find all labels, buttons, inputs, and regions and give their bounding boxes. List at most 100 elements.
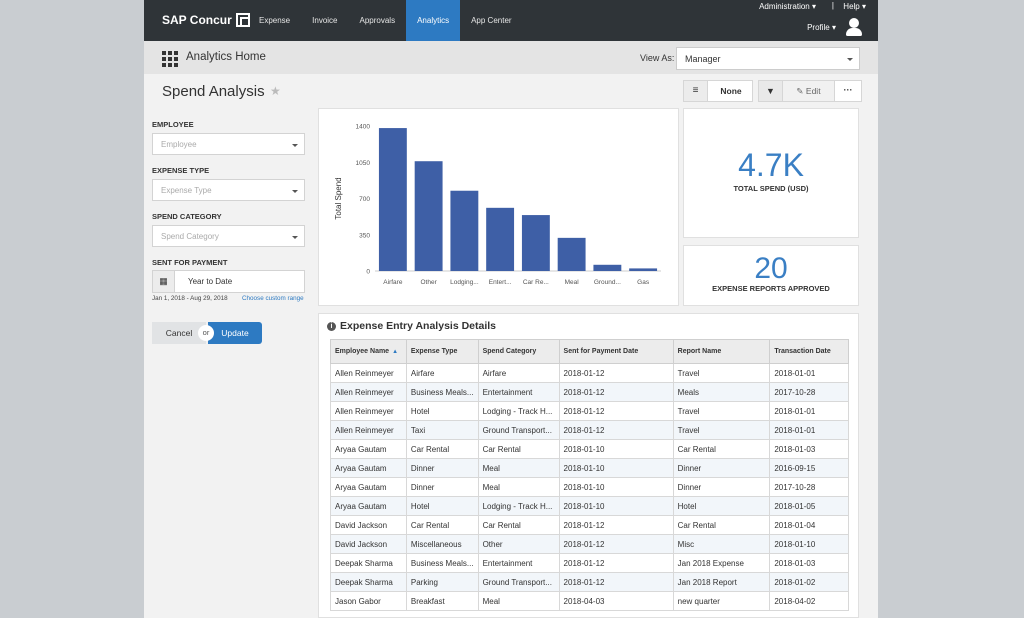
table-title: i Expense Entry Analysis Details (327, 320, 496, 332)
date-range-value: Year to Date (188, 277, 233, 286)
table-row[interactable]: Aryaa Gautam Dinner Meal 2018-01-10 Dinner 20… (330, 477, 849, 497)
nav-tabs: Expense Invoice Approvals Analytics App … (248, 0, 523, 41)
expense-type-placeholder: Expense Type (161, 186, 212, 195)
table-cell: Lodging - Track H... (477, 401, 560, 421)
table-cell: Car Rental (672, 439, 771, 459)
table-cell: 2018-01-01 (769, 401, 849, 421)
data-source-control[interactable]: ≡ None (683, 80, 753, 102)
table-cell: Business Meals... (405, 553, 479, 573)
brand-name: SAP Concur (162, 13, 232, 27)
column-header-label: Employee Name (335, 348, 390, 355)
update-button[interactable]: Update (208, 322, 262, 344)
profile-menu[interactable]: Profile ▾ (807, 23, 836, 32)
date-range-select[interactable]: ▦ Year to Date (152, 270, 305, 293)
table-row[interactable]: David Jackson Car Rental Car Rental 2018-01… (330, 515, 849, 535)
calendar-icon[interactable]: ▦ (153, 271, 175, 292)
table-row[interactable]: Aryaa Gautam Hotel Lodging - Track H... 201… (330, 496, 849, 516)
database-icon[interactable]: ≡ (684, 81, 708, 101)
x-tick-label: Ground... (594, 279, 621, 286)
or-separator: or (198, 325, 214, 341)
column-header[interactable]: Report Name (672, 339, 771, 364)
table-row[interactable]: David Jackson Miscellaneous Other 2018-01-1… (330, 534, 849, 554)
table-cell: 2018-04-03 (558, 591, 674, 611)
y-tick-label: 1050 (356, 160, 371, 167)
page-title: Spend Analysis (162, 83, 265, 100)
table-cell: 2018-01-03 (769, 439, 849, 459)
table-row[interactable]: Allen Reinmeyer Business Meals... Entertai… (330, 382, 849, 402)
table-cell: Car Rental (405, 515, 479, 535)
table-cell: Deepak Sharma (330, 553, 407, 573)
reports-approved-value: 20 (754, 252, 788, 285)
spend-category-label: SPEND CATEGORY (152, 212, 222, 221)
column-header[interactable]: Employee Name ▲ (330, 339, 407, 364)
brand-logo[interactable]: SAP Concur (162, 13, 250, 27)
tab-expense[interactable]: Expense (259, 16, 291, 25)
administration-menu[interactable]: Administration ▾ (759, 2, 816, 11)
table-cell: 2018-01-12 (558, 420, 674, 440)
table-cell: 2018-04-02 (769, 591, 849, 611)
table-cell: Business Meals... (405, 382, 479, 402)
table-cell: 2017-10-28 (769, 382, 849, 402)
tab-analytics[interactable]: Analytics (406, 0, 461, 41)
info-icon[interactable]: i (327, 322, 336, 331)
table-row[interactable]: Aryaa Gautam Dinner Meal 2018-01-10 Dinner 20… (330, 458, 849, 478)
column-header[interactable]: Transaction Date (769, 339, 849, 364)
table-row[interactable]: Aryaa Gautam Car Rental Car Rental 2018-01-… (330, 439, 849, 459)
cancel-button[interactable]: Cancel (152, 322, 206, 344)
y-tick-label: 700 (359, 196, 370, 203)
sort-ascending-icon[interactable]: ▲ (392, 349, 399, 355)
table-cell: Meals (672, 382, 771, 402)
view-as-label: View As: (640, 53, 675, 63)
view-as-select[interactable]: Manager (676, 47, 860, 70)
table-cell: 2018-01-02 (769, 572, 849, 592)
bar (486, 207, 515, 271)
table-cell: 2018-01-12 (558, 572, 674, 592)
tab-invoice[interactable]: Invoice (312, 16, 338, 25)
favorite-star-icon[interactable]: ★ (270, 84, 281, 98)
user-avatar-icon[interactable] (846, 18, 862, 36)
column-header[interactable]: Sent for Payment Date (558, 339, 674, 364)
employee-select[interactable]: Employee (152, 133, 305, 155)
table-cell: 2018-01-12 (558, 515, 674, 535)
column-header[interactable]: Spend Category (477, 339, 560, 364)
app-grid-icon[interactable] (162, 51, 178, 67)
table-cell: 2018-01-04 (769, 515, 849, 535)
total-spend-value: 4.7K (738, 147, 804, 183)
edit-button[interactable]: ✎ Edit (783, 81, 835, 101)
column-header[interactable]: Expense Type (405, 339, 479, 364)
table-row[interactable]: Allen Reinmeyer Airfare Airfare 2018-01-12 T… (330, 363, 849, 383)
sent-for-payment-label: SENT FOR PAYMENT (152, 258, 228, 267)
menu-separator: | (831, 1, 834, 10)
data-source-value[interactable]: None (720, 86, 742, 96)
table-cell: Meal (477, 591, 560, 611)
more-options-button[interactable]: ··· (843, 85, 853, 95)
tab-approvals[interactable]: Approvals (359, 16, 396, 25)
table-row[interactable]: Deepak Sharma Parking Ground Transport... 2… (330, 572, 849, 592)
table-row[interactable]: Jason Gabor Breakfast Meal 2018-04-03 new qu… (330, 591, 849, 611)
table-row[interactable]: Deepak Sharma Business Meals... Entertainm… (330, 553, 849, 573)
table-cell: 2018-01-10 (558, 439, 674, 459)
expense-type-select[interactable]: Expense Type (152, 179, 305, 201)
help-menu[interactable]: Help ▾ (843, 2, 866, 11)
y-tick-label: 350 (359, 232, 370, 239)
table-cell: Car Rental (477, 439, 560, 459)
custom-range-link[interactable]: Choose custom range (242, 295, 304, 302)
analytics-home-title[interactable]: Analytics Home (186, 51, 266, 63)
app-window: SAP Concur Expense Invoice Approvals Ana… (144, 0, 878, 618)
tab-app-center[interactable]: App Center (471, 16, 512, 25)
table-body: Allen Reinmeyer Airfare Airfare 2018-01-12 T… (330, 363, 849, 611)
spend-category-select[interactable]: Spend Category (152, 225, 305, 247)
x-tick-label: Airfare (383, 279, 403, 286)
edit-label: Edit (805, 86, 821, 96)
table-cell: 2018-01-12 (558, 553, 674, 573)
y-axis-label: Total Spend (334, 177, 343, 219)
reports-approved-label: EXPENSE REPORTS APPROVED (712, 284, 830, 293)
table-row[interactable]: Allen Reinmeyer Hotel Lodging - Track H...… (330, 401, 849, 421)
table-cell: Allen Reinmeyer (330, 382, 407, 402)
filter-icon[interactable]: ▼ (759, 81, 783, 101)
table-cell: Breakfast (405, 591, 479, 611)
table-cell: Aryaa Gautam (330, 496, 407, 516)
table-cell: 2018-01-10 (558, 477, 674, 497)
table-cell: David Jackson (330, 534, 407, 554)
table-row[interactable]: Allen Reinmeyer Taxi Ground Transport... 20… (330, 420, 849, 440)
